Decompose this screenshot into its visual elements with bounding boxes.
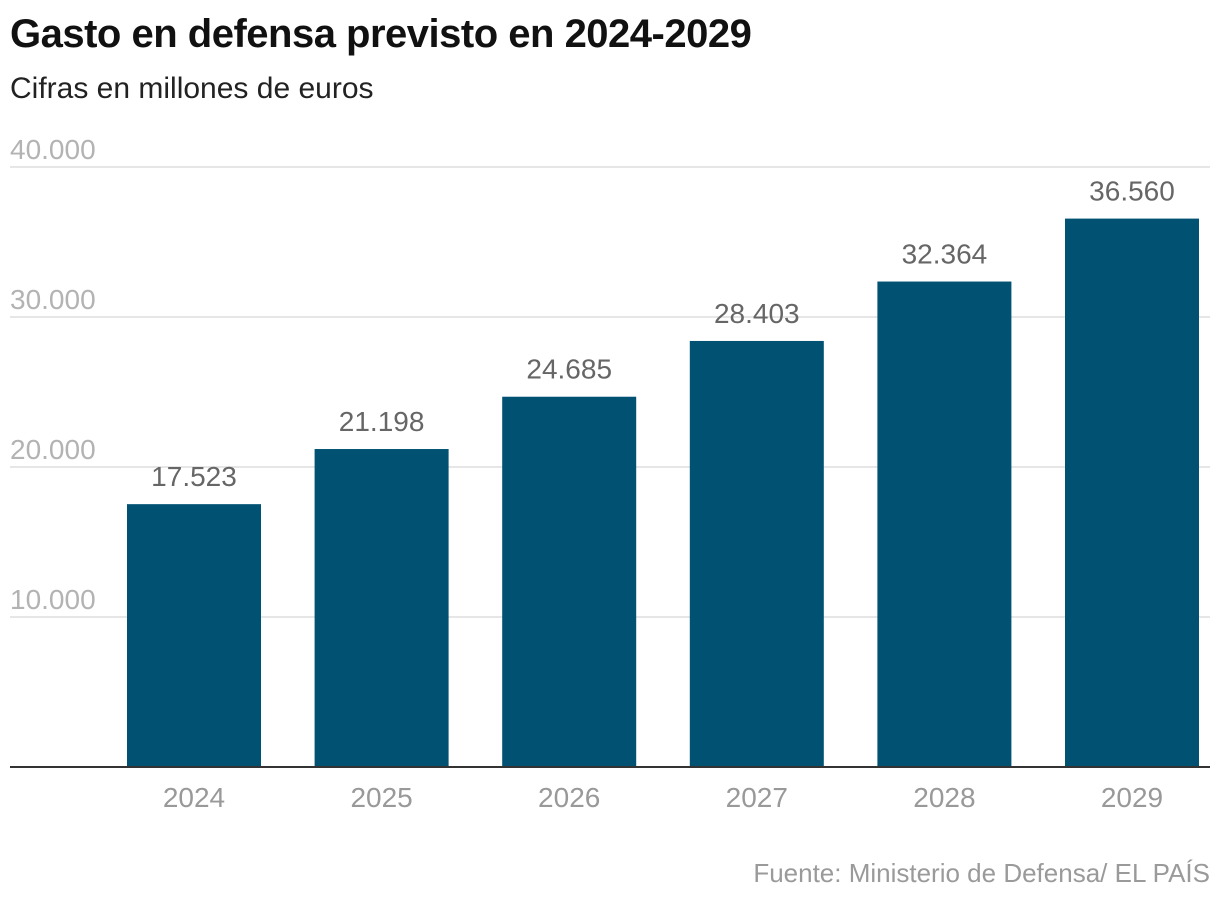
data-label: 21.198 bbox=[339, 406, 425, 437]
data-label: 24.685 bbox=[526, 354, 612, 385]
x-tick-label: 2029 bbox=[1101, 782, 1163, 813]
data-label: 17.523 bbox=[151, 461, 237, 492]
y-tick-label: 40.000 bbox=[10, 134, 96, 165]
x-tick-label: 2028 bbox=[913, 782, 975, 813]
x-tick-label: 2026 bbox=[538, 782, 600, 813]
bar-2024 bbox=[127, 504, 261, 767]
x-tick-label: 2027 bbox=[726, 782, 788, 813]
y-tick-label: 10.000 bbox=[10, 584, 96, 615]
bar-2028 bbox=[877, 281, 1012, 767]
data-label: 32.364 bbox=[902, 239, 988, 270]
y-tick-label: 30.000 bbox=[10, 284, 96, 315]
chart-subtitle: Cifras en millones de euros bbox=[10, 72, 374, 105]
x-tick-label: 2024 bbox=[163, 782, 225, 813]
chart-title: Gasto en defensa previsto en 2024-2029 bbox=[10, 12, 752, 56]
bar-2025 bbox=[314, 449, 449, 767]
x-tick-label: 2025 bbox=[350, 782, 412, 813]
data-label: 28.403 bbox=[714, 298, 800, 329]
source-note: Fuente: Ministerio de Defensa/ EL PAÍS bbox=[753, 858, 1210, 888]
bar-2027 bbox=[689, 340, 824, 767]
bar-2026 bbox=[502, 396, 637, 767]
data-label: 36.560 bbox=[1089, 176, 1175, 207]
y-tick-label: 20.000 bbox=[10, 434, 96, 465]
bar-2029 bbox=[1065, 218, 1199, 768]
